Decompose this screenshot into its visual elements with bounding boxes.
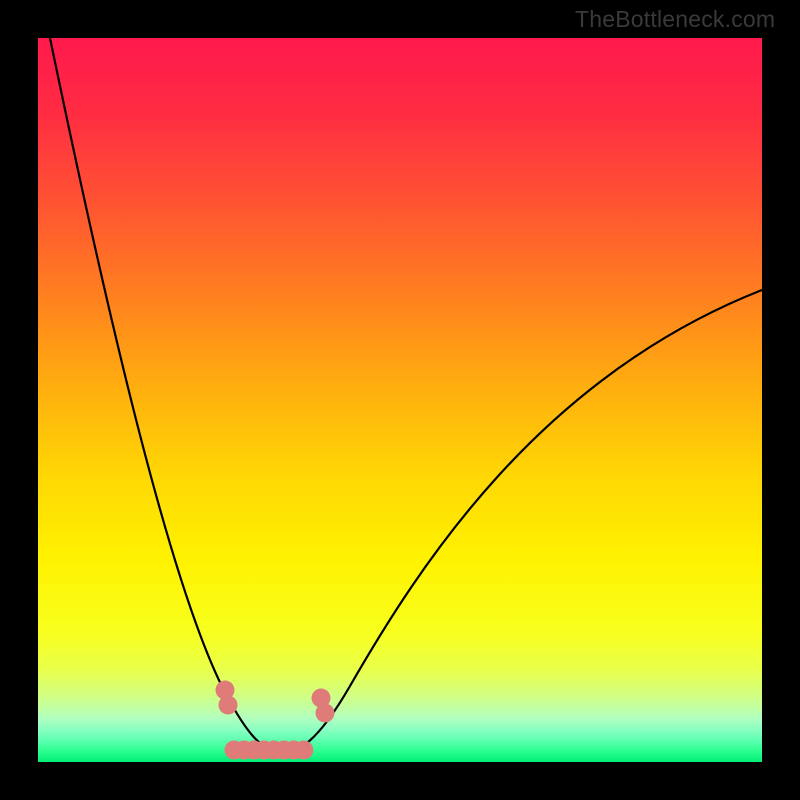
marker-dot (316, 704, 335, 723)
marker-dot (219, 696, 238, 715)
watermark-text: TheBottleneck.com (575, 6, 775, 33)
baseline-markers (225, 741, 314, 760)
plot-area (38, 38, 762, 762)
baseline-dot (294, 741, 313, 760)
bottleneck-chart (0, 0, 800, 800)
